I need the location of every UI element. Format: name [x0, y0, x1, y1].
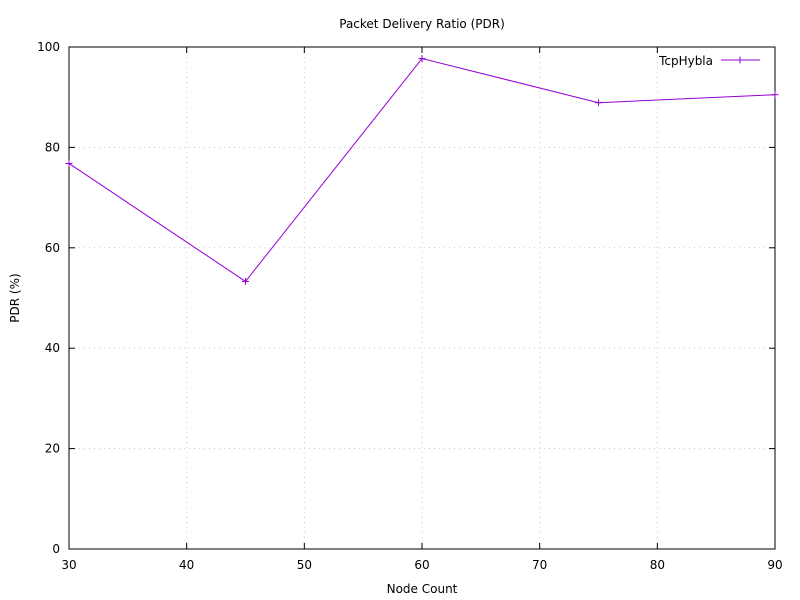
axis-ticks: 30 40 50 60 70 80 90 0 20 40 60 80 100	[37, 40, 783, 572]
data-point-marker	[65, 159, 73, 167]
x-axis-title: Node Count	[387, 582, 458, 596]
y-tick-label: 80	[45, 140, 60, 154]
x-tick-label: 40	[179, 558, 194, 572]
y-tick-label: 100	[37, 40, 60, 54]
y-tick-label: 60	[45, 241, 60, 255]
data-point-marker	[242, 277, 249, 285]
y-tick-label: 40	[45, 341, 60, 355]
x-tick-label: 80	[650, 558, 665, 572]
x-tick-label: 60	[414, 558, 429, 572]
x-tick-label: 30	[61, 558, 76, 572]
data-point-marker	[771, 91, 779, 99]
y-axis-title: PDR (%)	[8, 273, 22, 322]
data-point-marker	[418, 55, 426, 63]
data-point-marker	[595, 99, 602, 107]
x-tick-label: 70	[532, 558, 547, 572]
chart-title: Packet Delivery Ratio (PDR)	[339, 17, 505, 31]
series-layer	[65, 55, 779, 285]
legend-marker	[736, 56, 744, 64]
y-tick-label: 20	[45, 442, 60, 456]
x-tick-label: 90	[767, 558, 782, 572]
y-tick-label: 0	[52, 542, 60, 556]
legend-label: TcpHybla	[658, 54, 713, 68]
grid-lines	[69, 47, 775, 549]
x-tick-label: 50	[297, 558, 312, 572]
legend: TcpHybla	[658, 54, 760, 68]
